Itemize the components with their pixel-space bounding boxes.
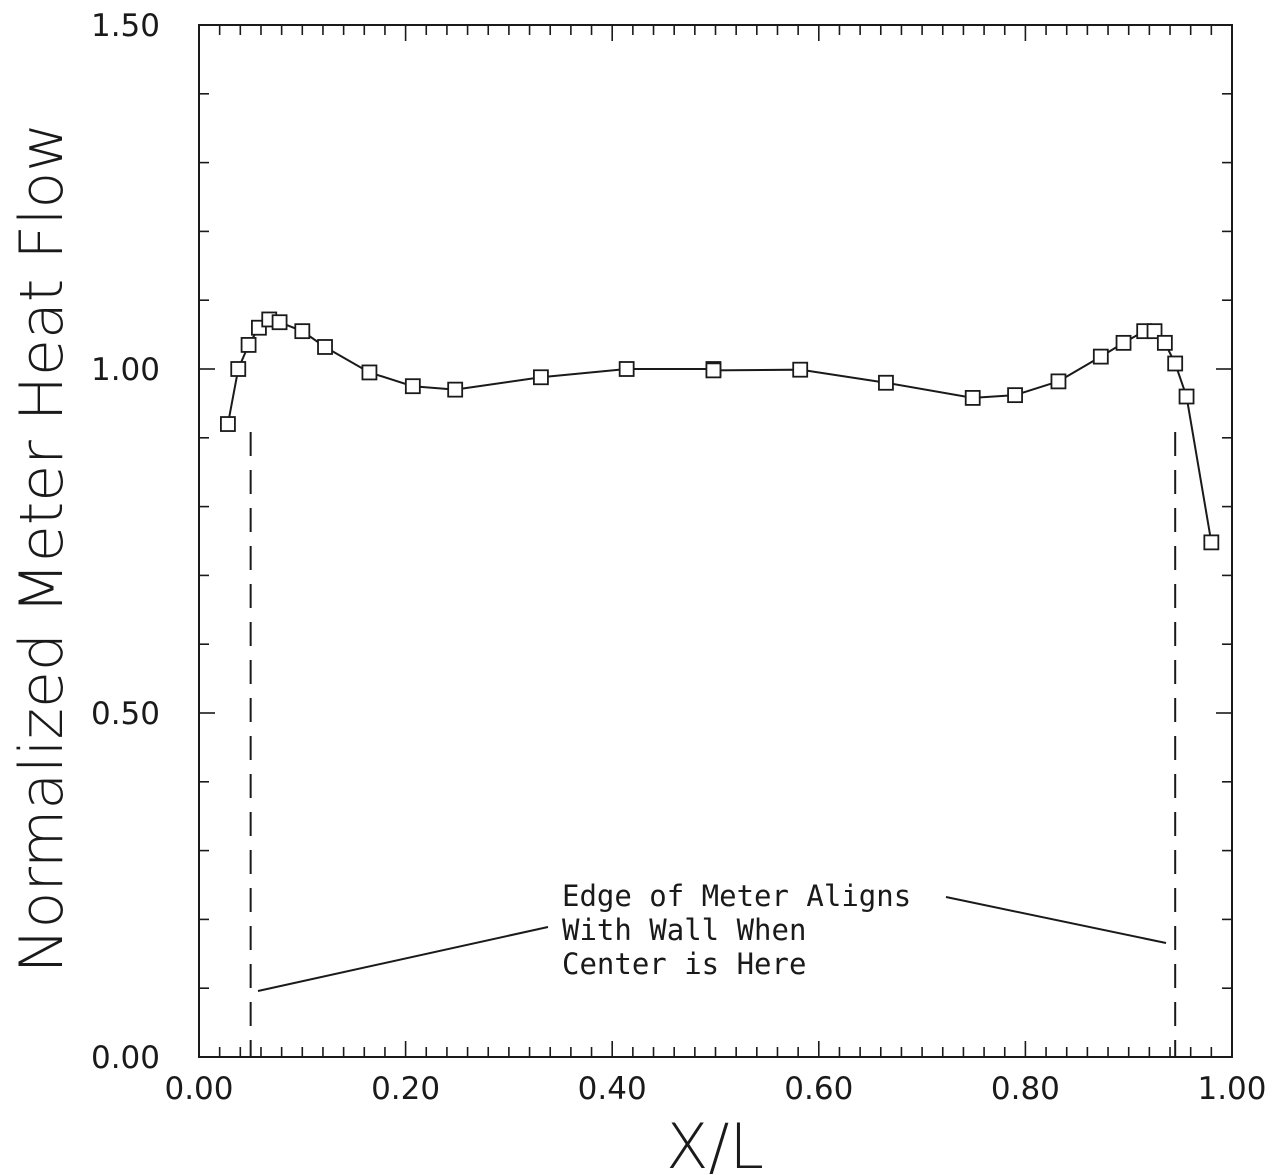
annotation-leader-left [257,926,549,992]
annotation-line-2: With Wall When [562,913,806,947]
data-point-marker [618,361,635,377]
x-tick-label: 0.00 [164,1071,233,1107]
data-point-marker [1092,348,1109,365]
x-axis-title: X/L [666,1110,764,1175]
y-axis-title: Normalized Meter Heat Flow [7,123,77,974]
x-tick-labels: 0.00 0.20 0.40 0.60 0.80 1.00 [164,1071,1266,1107]
data-point-marker [878,374,894,391]
data-point-marker [294,323,311,340]
x-minor-ticks [198,25,1233,1057]
data-point-marker [1115,334,1132,351]
data-point-marker [404,378,421,395]
series-markers [220,311,1220,551]
y-tick-label: 1.50 [91,8,160,44]
annotation: Edge of Meter Aligns With Wall When Cent… [257,879,1167,992]
y-tick-label: 1.00 [91,352,160,388]
data-point-marker [1146,323,1163,340]
data-point-marker [1178,388,1195,405]
x-tick-label: 0.40 [578,1071,647,1107]
annotation-line-3: Center is Here [562,947,806,981]
y-tick-label: 0.00 [91,1040,160,1076]
y-tick-label: 0.50 [91,696,160,732]
data-point-marker [1050,373,1067,390]
data-point-marker [964,389,981,406]
x-tick-label: 0.60 [784,1071,853,1107]
data-point-marker [1203,534,1220,551]
data-point-marker [240,337,257,353]
data-point-marker [1007,387,1023,404]
data-point-marker [1156,334,1173,351]
data-point-marker [361,364,378,381]
data-point-marker [271,314,288,331]
data-point-marker [1167,355,1184,372]
data-point-marker [220,416,236,432]
series-line [226,318,1213,543]
data-point-marker [533,369,549,386]
annotation-leader-right [945,896,1167,944]
annotation-line-1: Edge of Meter Aligns [562,879,911,913]
data-point-marker [317,339,333,355]
data-point-marker [705,362,722,379]
x-tick-label: 1.00 [1197,1071,1266,1107]
x-tick-label: 0.80 [991,1071,1060,1107]
y-tick-labels: 0.00 0.50 1.00 1.50 [91,8,160,1076]
data-point-marker [792,361,809,378]
data-point-marker [230,361,247,377]
data-point-marker [447,381,464,398]
y-minor-ticks [199,24,1232,1058]
x-tick-label: 0.20 [371,1071,440,1107]
